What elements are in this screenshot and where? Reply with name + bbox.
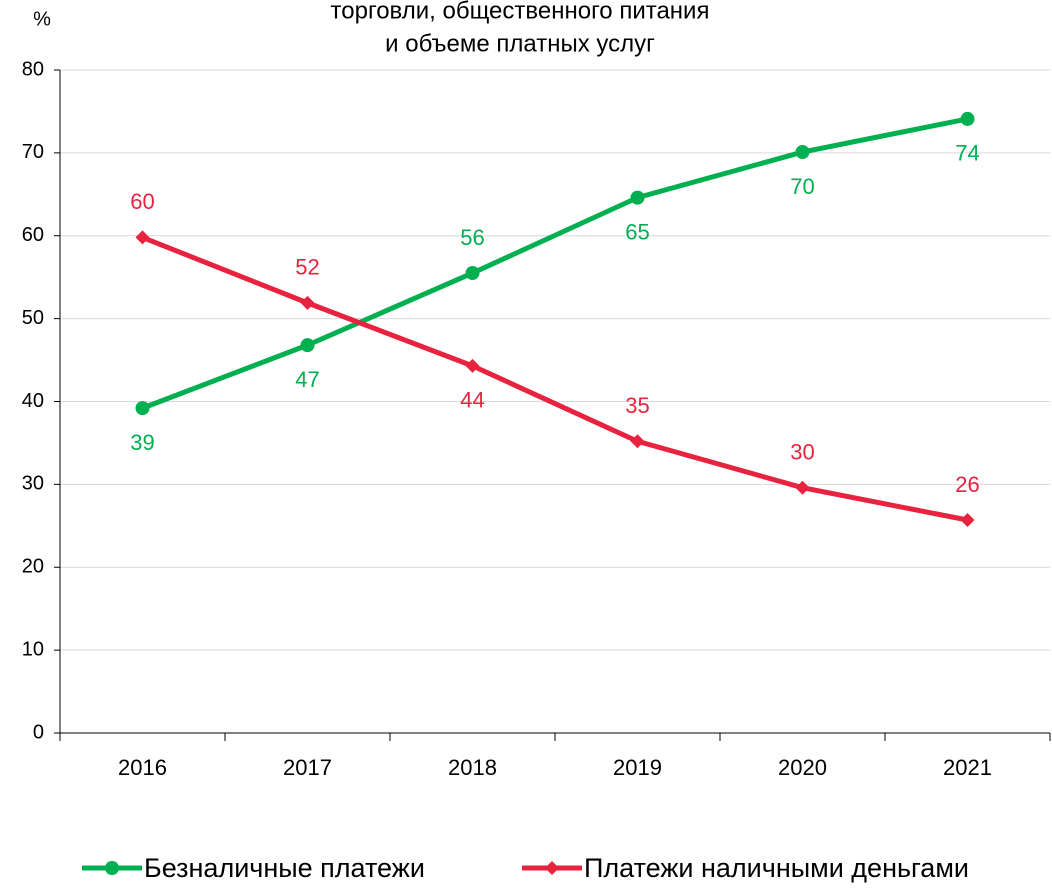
y-tick-label: 50: [22, 307, 44, 329]
y-tick-label: 0: [33, 721, 44, 743]
point: [300, 295, 315, 310]
point: [960, 111, 975, 126]
data-label: 30: [790, 440, 814, 465]
x-tick-label: 2016: [118, 755, 167, 780]
y-tick-label: 60: [22, 224, 44, 246]
data-label: 74: [955, 141, 979, 166]
legend-marker: [545, 861, 559, 875]
data-label: 60: [130, 189, 154, 214]
point: [630, 190, 645, 205]
series-line: [141, 116, 968, 411]
x-tick-label: 2018: [448, 755, 497, 780]
data-label: 70: [790, 174, 814, 199]
y-tick-label: 10: [22, 638, 44, 660]
point: [135, 401, 150, 416]
x-tick-label: 2019: [613, 755, 662, 780]
y-tick-label: 20: [22, 556, 44, 578]
data-label: 56: [460, 225, 484, 250]
data-label: 26: [955, 472, 979, 497]
data-label: 39: [130, 430, 154, 455]
chart-title: и объеме платных услуг: [385, 30, 655, 57]
data-label: 35: [625, 393, 649, 418]
data-label: 47: [295, 367, 319, 392]
data-label: 65: [625, 219, 649, 244]
point: [135, 230, 150, 245]
data-label: 44: [460, 388, 484, 413]
legend-label: Платежи наличными деньгами: [584, 853, 969, 883]
point: [465, 358, 480, 373]
y-tick-label: 30: [22, 473, 44, 495]
point: [300, 338, 315, 353]
y-axis-label: %: [33, 8, 51, 30]
point: [960, 513, 975, 528]
y-tick-label: 80: [22, 58, 44, 80]
legend-label: Безналичные платежи: [144, 853, 425, 883]
x-tick-label: 2020: [778, 755, 827, 780]
point: [795, 480, 810, 495]
point: [795, 145, 810, 160]
y-tick-label: 40: [22, 390, 44, 412]
legend-marker: [105, 861, 119, 875]
series-line: [141, 235, 968, 523]
point: [630, 434, 645, 449]
x-tick-label: 2017: [283, 755, 332, 780]
y-tick-label: 70: [22, 141, 44, 163]
x-tick-label: 2021: [943, 755, 992, 780]
chart-title: торговли, общественного питания: [331, 0, 710, 24]
point: [465, 266, 480, 281]
data-label: 52: [295, 255, 319, 280]
